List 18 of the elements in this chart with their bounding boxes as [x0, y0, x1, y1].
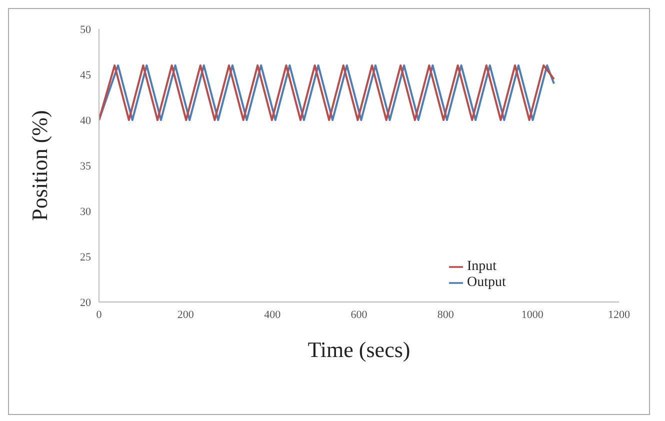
x-axis-title: Time (secs) — [308, 337, 410, 362]
x-tick-label: 0 — [96, 308, 102, 321]
x-tick-label: 200 — [177, 308, 194, 321]
x-tick-label: 400 — [264, 308, 282, 321]
y-tick-label: 40 — [80, 114, 92, 127]
y-tick-label: 25 — [80, 251, 92, 264]
y-axis-title: Position (%) — [26, 110, 52, 221]
y-tick-label: 50 — [80, 24, 92, 36]
y-tick-label: 30 — [80, 206, 92, 218]
x-tick-label: 1000 — [521, 308, 544, 321]
y-tick-label: 20 — [80, 296, 92, 309]
legend-label: Input — [467, 259, 497, 274]
x-tick-label: 800 — [437, 308, 454, 321]
x-tick-label: 1200 — [608, 308, 630, 321]
legend-label: Output — [467, 275, 506, 290]
y-tick-label: 35 — [80, 160, 92, 172]
x-tick-label: 600 — [350, 308, 368, 321]
y-tick-label: 45 — [80, 69, 92, 82]
